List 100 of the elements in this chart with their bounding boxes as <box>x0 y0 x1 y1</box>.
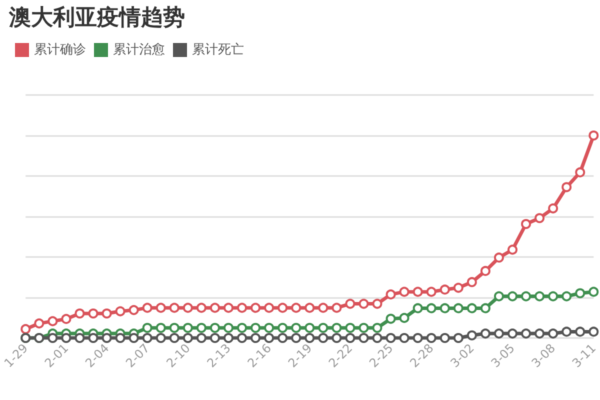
point <box>466 303 477 314</box>
point <box>588 286 599 297</box>
point <box>345 298 356 309</box>
point <box>508 244 518 255</box>
point <box>412 286 423 297</box>
point <box>250 302 261 313</box>
point <box>210 302 220 313</box>
point <box>291 333 302 343</box>
point <box>386 289 396 300</box>
point <box>223 322 234 333</box>
point <box>372 333 382 343</box>
point <box>494 328 504 339</box>
point <box>399 312 410 323</box>
point <box>494 252 504 263</box>
legend-label: 累计治愈 <box>113 42 165 58</box>
point <box>74 308 85 318</box>
point <box>548 203 558 214</box>
point <box>562 326 572 337</box>
point <box>508 328 518 339</box>
point <box>318 302 328 313</box>
point <box>386 314 396 324</box>
point <box>237 302 248 313</box>
point <box>88 308 98 318</box>
point <box>156 322 166 333</box>
point <box>304 333 315 343</box>
point <box>521 218 532 229</box>
point <box>20 324 31 334</box>
point <box>534 291 545 302</box>
point <box>278 333 288 343</box>
point <box>453 303 464 314</box>
point <box>210 322 220 333</box>
point <box>169 333 180 343</box>
point <box>412 333 423 343</box>
point <box>115 333 126 343</box>
point <box>196 302 206 313</box>
point <box>304 322 315 333</box>
point <box>196 322 206 333</box>
point <box>426 286 436 297</box>
point <box>412 303 423 314</box>
point <box>264 302 274 313</box>
point <box>466 330 477 340</box>
point <box>466 277 477 288</box>
point <box>223 333 234 343</box>
point <box>534 213 545 224</box>
point <box>345 322 356 333</box>
point <box>426 303 436 314</box>
point <box>223 302 234 313</box>
point <box>250 322 261 333</box>
point <box>304 302 315 313</box>
point <box>332 322 342 333</box>
point <box>264 322 274 333</box>
point <box>358 322 369 333</box>
point <box>426 333 436 343</box>
point <box>182 333 193 343</box>
point <box>453 333 464 343</box>
chart-title: 澳大利亚疫情趋势 <box>8 6 185 30</box>
point <box>399 286 410 297</box>
point <box>521 291 532 302</box>
point <box>480 328 490 339</box>
point <box>34 318 44 328</box>
point <box>358 333 369 343</box>
point <box>142 333 152 343</box>
point <box>182 322 193 333</box>
point <box>115 306 126 316</box>
point <box>358 298 369 309</box>
point <box>169 302 180 313</box>
point <box>440 333 450 343</box>
point <box>480 266 490 276</box>
point <box>169 322 180 333</box>
point <box>372 322 382 333</box>
point <box>575 288 586 298</box>
point <box>575 167 586 178</box>
point <box>440 284 450 295</box>
point <box>480 303 490 314</box>
point <box>88 333 98 343</box>
point <box>48 316 58 326</box>
point <box>562 291 572 302</box>
point <box>250 333 261 343</box>
point <box>386 333 396 343</box>
point <box>332 333 342 343</box>
point <box>128 305 139 316</box>
point <box>74 333 85 343</box>
point <box>588 130 599 140</box>
point <box>278 322 288 333</box>
point <box>102 333 112 343</box>
point <box>548 328 558 339</box>
point <box>318 322 328 333</box>
point <box>182 302 193 313</box>
point <box>494 291 504 302</box>
point <box>102 308 112 318</box>
point <box>237 322 248 333</box>
point <box>345 333 356 343</box>
point <box>575 326 586 337</box>
point <box>521 328 532 339</box>
point <box>548 291 558 302</box>
point <box>440 303 450 314</box>
point <box>318 333 328 343</box>
point <box>508 291 518 302</box>
point <box>156 333 166 343</box>
point <box>196 333 206 343</box>
